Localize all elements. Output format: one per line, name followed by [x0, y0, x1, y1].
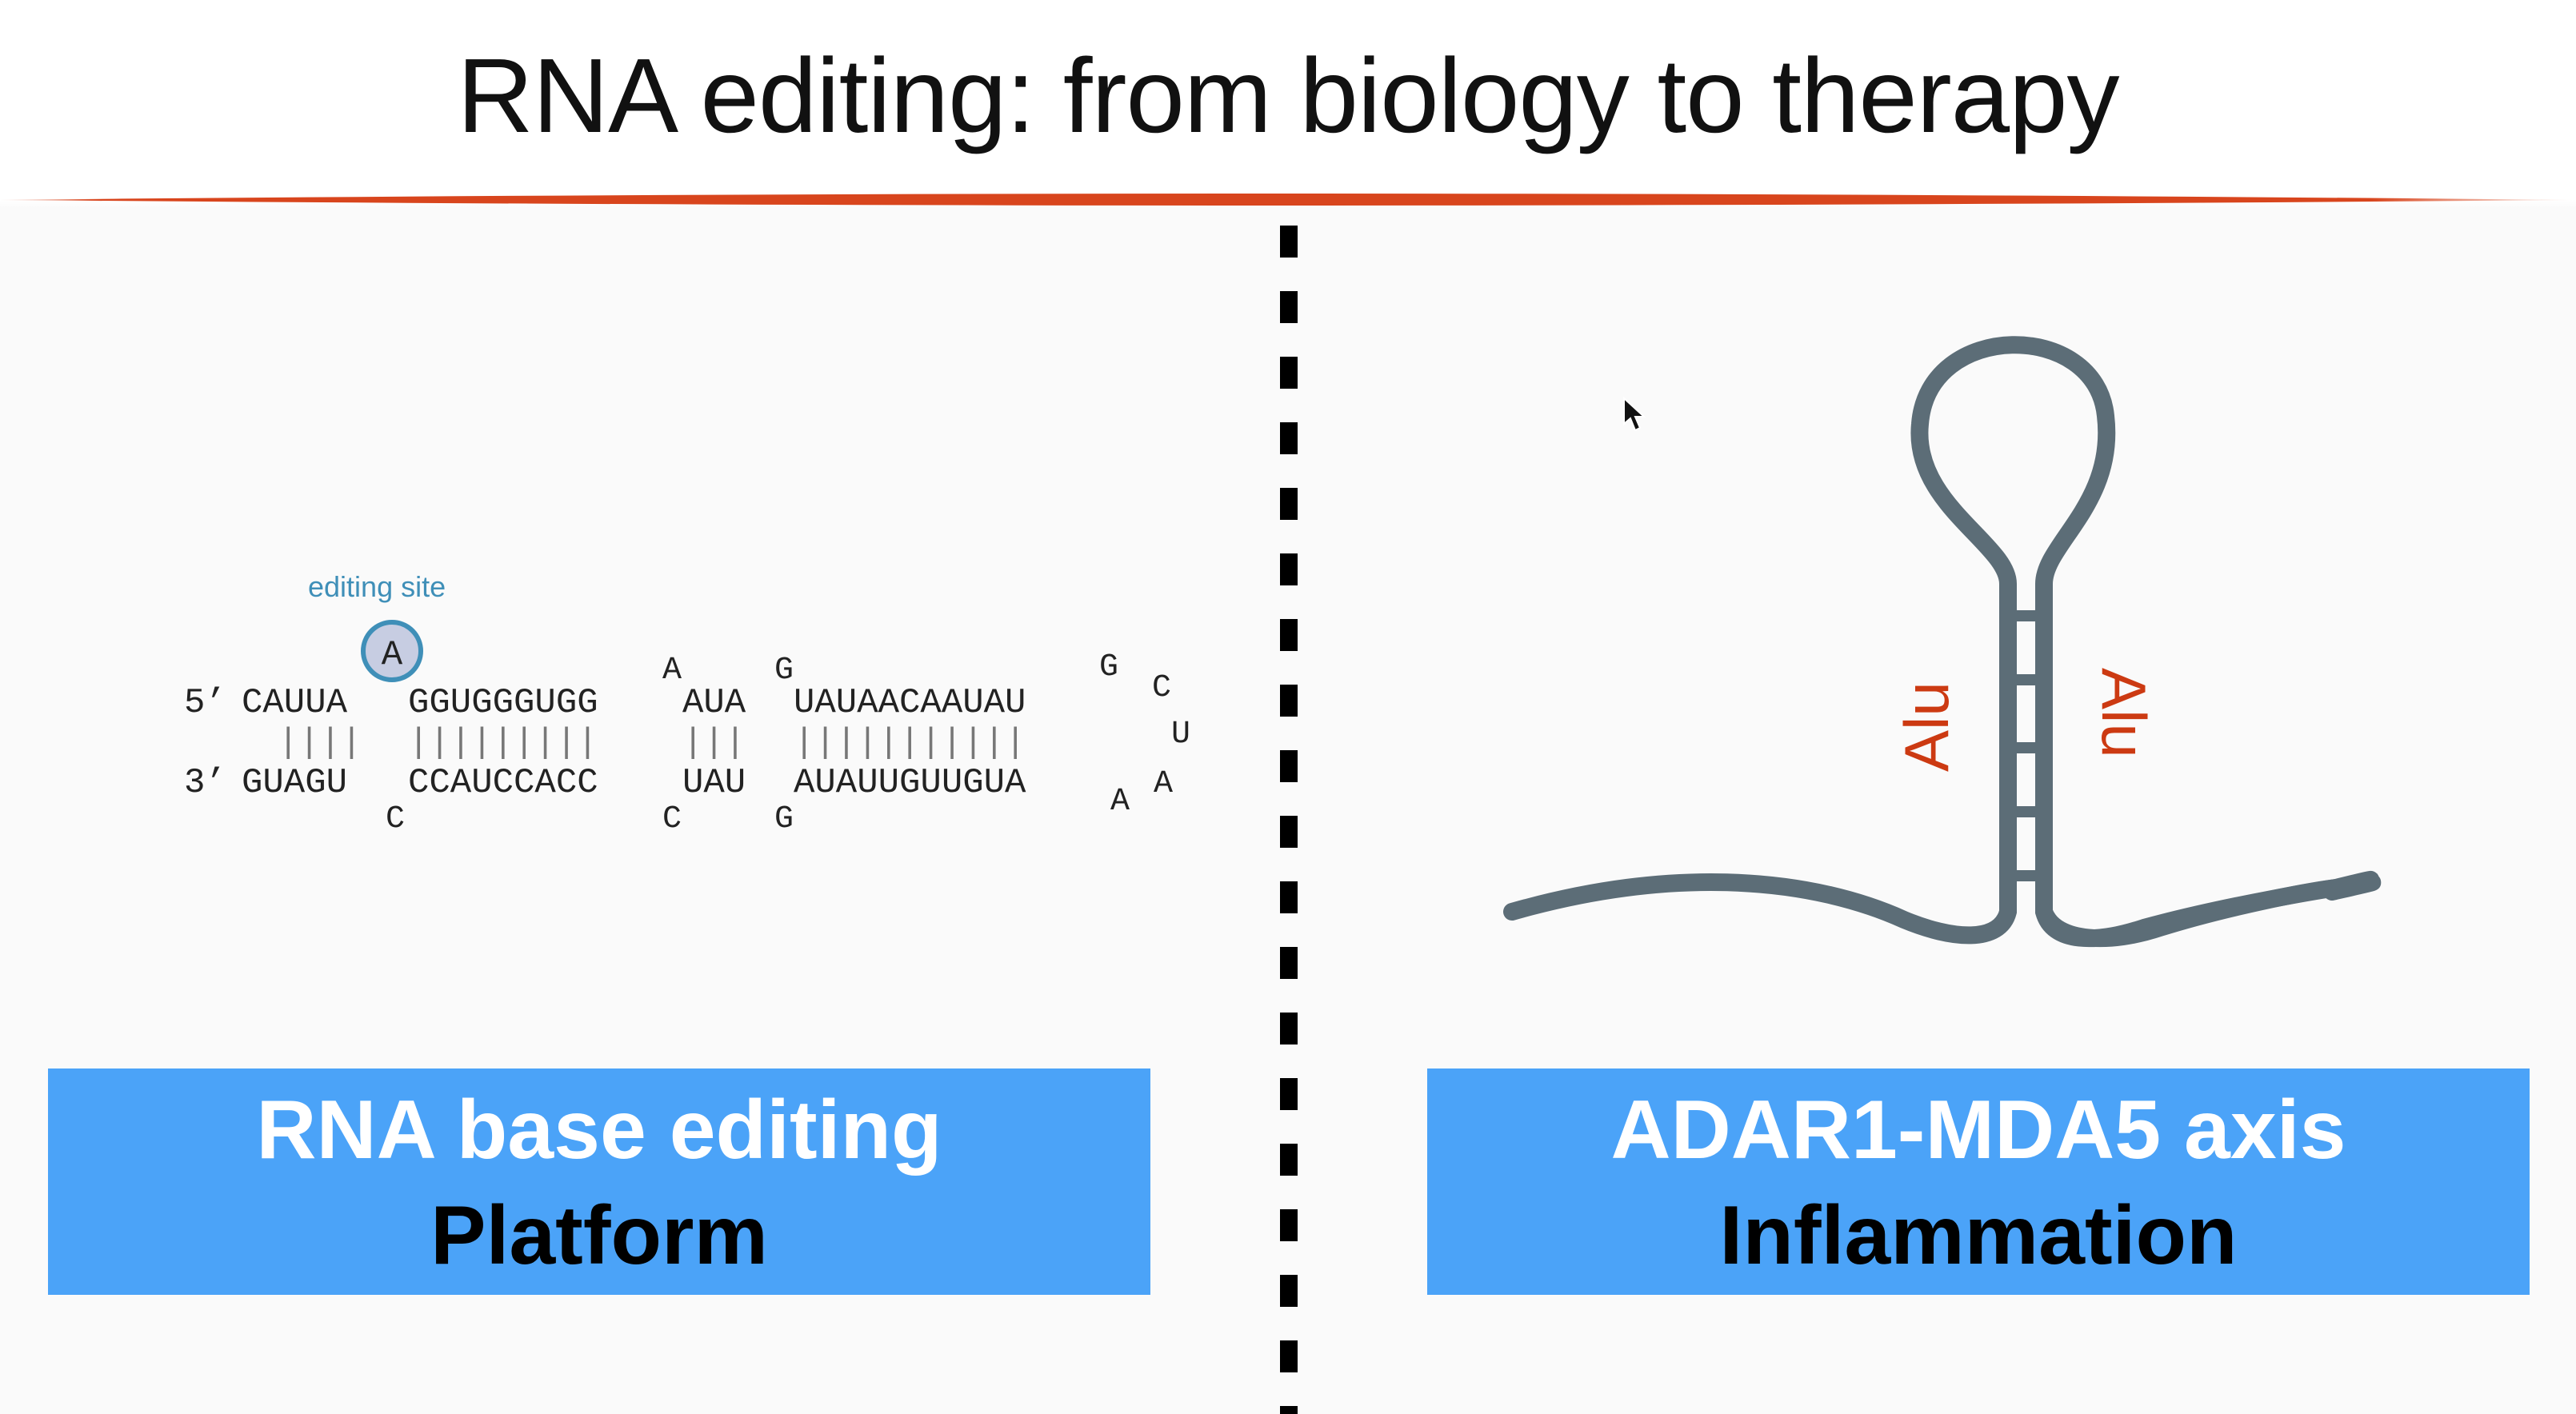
top-bulge-base: G: [1099, 649, 1118, 685]
bottom-bulge-base: G: [774, 801, 794, 837]
editing-site-label: editing site: [308, 570, 446, 603]
title-rule: [0, 194, 2576, 206]
adar1-mda5-box: ADAR1-MDA5 axis Inflammation: [1427, 1068, 2530, 1295]
pairing-ticks: |||||||||: [408, 723, 598, 763]
pairing-ticks: |||: [682, 723, 746, 763]
rna-base-editing-subtitle: Platform: [430, 1189, 768, 1282]
bottom-strand-segment: CCAUCCACC: [408, 763, 598, 803]
bottom-bulge-base: C: [386, 801, 405, 837]
top-strand-segment: GGUGGGUGG: [408, 683, 598, 723]
loop-base: U: [1171, 717, 1190, 753]
top-strand-segment: AUA: [682, 683, 746, 723]
editing-site-circle: [361, 620, 423, 682]
bottom-strand-segment: AUAUUGUUGUA: [794, 763, 1026, 803]
pairing-ticks: |||||||||||: [794, 723, 1026, 763]
mouse-cursor-icon: [1623, 397, 1646, 432]
top-bulge-base: G: [774, 653, 794, 689]
top-bulge-base: C: [1152, 670, 1171, 706]
rna-duplex-diagram: editing site A 5’ CAUUA GGUGGGUGG AUA UA…: [184, 570, 1190, 837]
top-strand-prefix: 5’: [184, 683, 226, 723]
pairing-ticks: ||||: [278, 723, 362, 763]
top-strand-segment: CAUUA: [242, 683, 348, 723]
alu-hairpin-diagram: Alu Alu: [1503, 336, 2382, 948]
bottom-bulge-base: C: [662, 801, 682, 837]
rna-base-editing-box: RNA base editing Platform: [48, 1068, 1150, 1295]
top-bulge-base: A: [662, 653, 682, 689]
edited-base: A: [382, 635, 403, 675]
adar1-mda5-title: ADAR1-MDA5 axis: [1610, 1084, 2346, 1176]
rna-base-editing-title: RNA base editing: [256, 1084, 942, 1176]
bottom-strand-segment: UAU: [682, 763, 746, 803]
bottom-strand-segment: GUAGU: [242, 763, 347, 803]
alu-label-right: Alu: [2089, 668, 2159, 758]
hairpin-right-tail: [2035, 873, 2382, 948]
adar1-mda5-subtitle: Inflammation: [1719, 1189, 2238, 1282]
top-strand-segment: UAUAACAAUAU: [794, 683, 1026, 723]
slide-title: RNA editing: from biology to therapy: [457, 37, 2119, 154]
loop-base: A: [1154, 766, 1173, 802]
bottom-strand-prefix: 3’: [184, 763, 226, 803]
alu-label-left: Alu: [1891, 681, 1962, 772]
loop-base: A: [1110, 784, 1130, 820]
